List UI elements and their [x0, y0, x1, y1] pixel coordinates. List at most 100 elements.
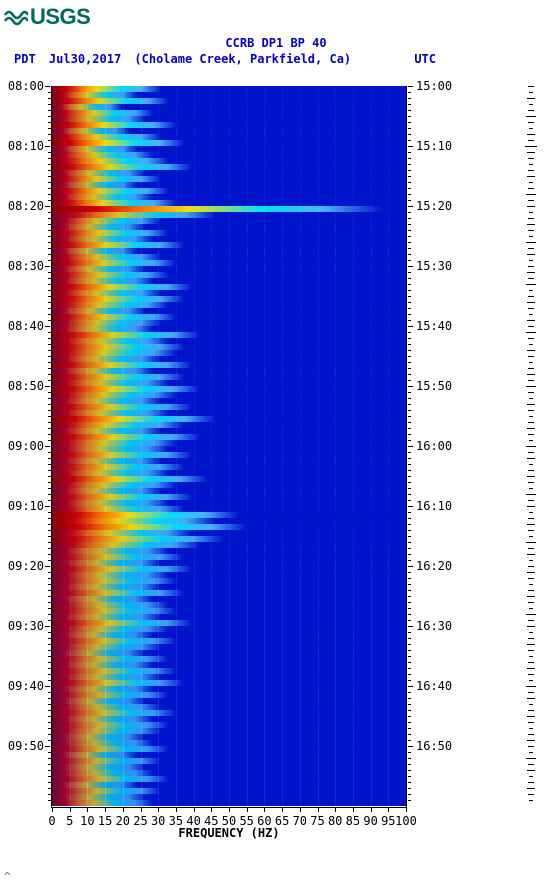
- y-minor-tick: [48, 572, 51, 573]
- y-minor-tick: [408, 110, 411, 111]
- y-minor-tick: [408, 398, 411, 399]
- y-tick: [408, 626, 413, 627]
- waveform-sample: [528, 746, 534, 747]
- y-minor-tick: [48, 758, 51, 759]
- waveform-sample: [528, 548, 534, 549]
- y-minor-tick: [48, 278, 51, 279]
- x-tick: [70, 808, 71, 812]
- y-minor-tick: [408, 536, 411, 537]
- waveform-sample: [528, 764, 534, 765]
- y-tick-label-left: 08:30: [0, 259, 44, 273]
- y-minor-tick: [48, 362, 51, 363]
- y-minor-tick: [408, 782, 411, 783]
- y-minor-tick: [408, 800, 411, 801]
- y-tick: [408, 446, 413, 447]
- waveform-trace: [520, 86, 542, 806]
- y-minor-tick: [408, 362, 411, 363]
- y-minor-tick: [48, 332, 51, 333]
- waveform-sample: [529, 680, 533, 681]
- y-minor-tick: [48, 608, 51, 609]
- y-minor-tick: [48, 302, 51, 303]
- waveform-sample: [529, 752, 533, 753]
- y-minor-tick: [48, 194, 51, 195]
- y-tick: [45, 566, 50, 567]
- y-minor-tick: [48, 452, 51, 453]
- y-minor-tick: [48, 548, 51, 549]
- y-minor-tick: [408, 572, 411, 573]
- y-minor-tick: [48, 176, 51, 177]
- waveform-sample: [526, 758, 536, 759]
- y-tick-label-right: 15:40: [416, 319, 452, 333]
- y-minor-tick: [48, 200, 51, 201]
- y-minor-tick: [48, 782, 51, 783]
- waveform-sample: [529, 260, 533, 261]
- x-tick: [388, 808, 389, 812]
- y-minor-tick: [48, 656, 51, 657]
- y-minor-tick: [48, 704, 51, 705]
- waveform-sample: [528, 248, 534, 249]
- y-minor-tick: [408, 314, 411, 315]
- waveform-sample: [527, 404, 535, 405]
- y-minor-tick: [408, 170, 411, 171]
- y-minor-tick: [48, 320, 51, 321]
- y-minor-tick: [48, 344, 51, 345]
- y-minor-tick: [48, 422, 51, 423]
- y-minor-tick: [48, 110, 51, 111]
- waveform-sample: [528, 356, 534, 357]
- x-tick: [353, 808, 354, 812]
- waveform-sample: [527, 554, 535, 555]
- y-minor-tick: [48, 98, 51, 99]
- y-minor-tick: [408, 680, 411, 681]
- waveform-sample: [528, 326, 534, 327]
- waveform-sample: [526, 386, 536, 387]
- y-minor-tick: [408, 530, 411, 531]
- y-minor-tick: [48, 416, 51, 417]
- y-minor-tick: [408, 710, 411, 711]
- y-tick: [45, 626, 50, 627]
- y-minor-tick: [408, 638, 411, 639]
- y-minor-tick: [408, 494, 411, 495]
- y-minor-tick: [48, 458, 51, 459]
- y-minor-tick: [408, 596, 411, 597]
- waveform-sample: [529, 704, 533, 705]
- y-minor-tick: [408, 236, 411, 237]
- y-minor-tick: [48, 638, 51, 639]
- y-minor-tick: [408, 776, 411, 777]
- usgs-logo: USGS: [4, 4, 90, 30]
- y-minor-tick: [48, 398, 51, 399]
- y-minor-tick: [408, 656, 411, 657]
- y-minor-tick: [408, 428, 411, 429]
- wave-icon: [4, 5, 28, 29]
- waveform-sample: [527, 668, 535, 669]
- waveform-sample: [529, 800, 533, 801]
- y-minor-tick: [408, 662, 411, 663]
- y-minor-tick: [408, 344, 411, 345]
- y-minor-tick: [48, 380, 51, 381]
- y-minor-tick: [408, 284, 411, 285]
- y-minor-tick: [408, 632, 411, 633]
- y-minor-tick: [48, 800, 51, 801]
- waveform-sample: [529, 344, 533, 345]
- y-minor-tick: [48, 374, 51, 375]
- x-tick: [247, 808, 248, 812]
- waveform-sample: [527, 428, 535, 429]
- y-minor-tick: [48, 128, 51, 129]
- y-minor-tick: [408, 512, 411, 513]
- waveform-sample: [528, 722, 534, 723]
- y-tick-label-right: 16:00: [416, 439, 452, 453]
- waveform-sample: [528, 692, 534, 693]
- waveform-sample: [525, 146, 537, 147]
- waveform-sample: [529, 632, 533, 633]
- y-minor-tick: [408, 200, 411, 201]
- y-minor-tick: [408, 410, 411, 411]
- waveform-sample: [528, 710, 534, 711]
- y-minor-tick: [408, 194, 411, 195]
- y-tick-label-right: 16:50: [416, 739, 452, 753]
- y-minor-tick: [408, 578, 411, 579]
- y-minor-tick: [48, 338, 51, 339]
- waveform-sample: [528, 662, 534, 663]
- waveform-sample: [528, 380, 534, 381]
- y-tick-label-left: 08:20: [0, 199, 44, 213]
- y-minor-tick: [408, 320, 411, 321]
- y-minor-tick: [48, 650, 51, 651]
